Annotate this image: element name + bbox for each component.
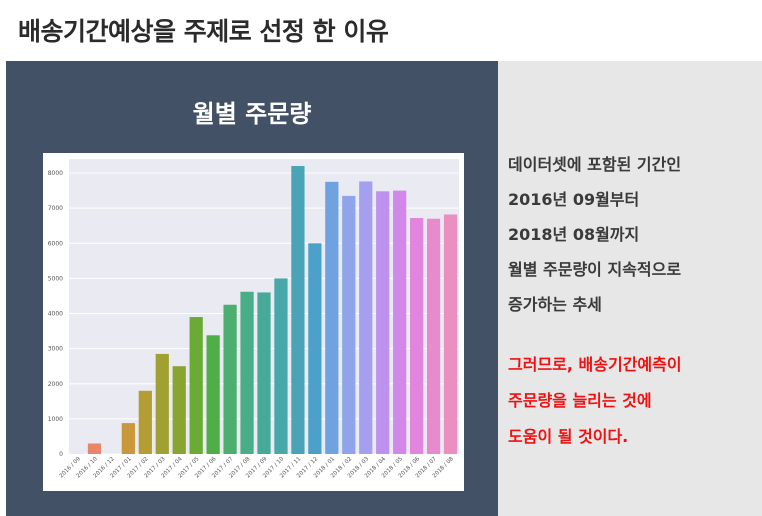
bar: [240, 291, 254, 454]
bar: [291, 166, 305, 454]
bar: [342, 195, 356, 455]
bar: [121, 423, 135, 454]
conclusion-line: 도움이 될 것이다.: [508, 427, 629, 446]
bar: [393, 190, 407, 455]
bar: [223, 304, 237, 454]
description-text: 데이터셋에 포함된 기간인 2016년 09월부터 2018년 08월까지 월별…: [508, 147, 758, 322]
bar: [206, 335, 220, 454]
bar: [189, 317, 203, 454]
y-tick-label: 3000: [48, 346, 63, 353]
y-tick-label: 4000: [48, 311, 63, 318]
bar: [426, 218, 441, 454]
bar: [443, 214, 458, 454]
slide-title: 배송기간예상을 주제로 선정 한 이유: [18, 17, 389, 46]
chart-card: 0 1000 2000 3000 4000 5000 6000 7000 8000 2016 / …: [43, 153, 464, 491]
conclusion-text: 그러므로, 배송기간예측이 주문량을 늘리는 것에 도움이 될 것이다.: [508, 347, 758, 455]
bar: [87, 443, 102, 454]
bar: [138, 390, 152, 454]
chart-title: 월별 주문량: [192, 100, 312, 128]
y-tick-label: 2000: [48, 381, 63, 388]
y-tick-label: 0: [59, 451, 63, 458]
description-line: 월별 주문량이 지속적으로: [508, 260, 682, 279]
description-line: 데이터셋에 포함된 기간인: [508, 155, 682, 174]
y-tick-label: 7000: [48, 205, 63, 212]
bar: [172, 366, 186, 454]
bar: [308, 243, 322, 454]
bar: [325, 181, 339, 454]
conclusion-line: 그러므로, 배송기간예측이: [508, 355, 682, 374]
bar: [410, 218, 424, 454]
y-tick-label: 8000: [48, 170, 63, 177]
bar: [274, 278, 288, 454]
bar: [359, 181, 373, 455]
bar: [376, 191, 390, 454]
bar: [155, 353, 169, 454]
y-tick-label: 1000: [48, 416, 63, 423]
chart-panel: 월별 주문량 0 1000 2000 3000 4000 5000 6000 7000 8000…: [6, 61, 498, 516]
description-line: 증가하는 추세: [508, 295, 602, 314]
bar: [257, 292, 271, 454]
conclusion-line: 주문량을 늘리는 것에: [508, 391, 652, 410]
description-panel: 데이터셋에 포함된 기간인 2016년 09월부터 2018년 08월까지 월별…: [498, 61, 762, 516]
description-line: 2016년 09월부터: [508, 190, 640, 209]
y-tick-label: 6000: [48, 240, 63, 247]
y-tick-label: 5000: [48, 275, 63, 282]
description-line: 2018년 08월까지: [508, 225, 640, 244]
